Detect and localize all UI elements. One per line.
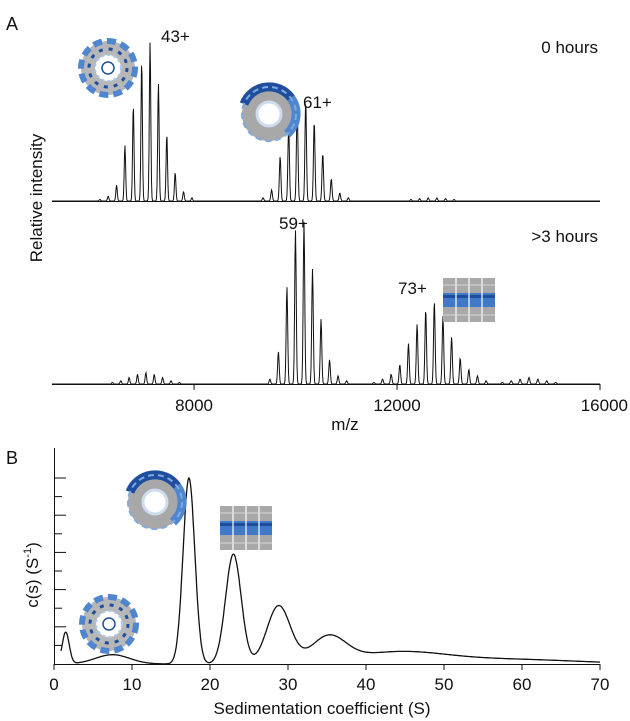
stacked-complex-icon	[220, 506, 272, 550]
panel-b-x-tick-label: 50	[435, 675, 454, 694]
panel-b-x-tick-label: 0	[49, 675, 58, 694]
panel-a-x-tick-label: 8000	[175, 396, 213, 415]
panel-a-x-tick-label: 16000	[581, 396, 628, 415]
panel-b-x-tick-label: 60	[513, 675, 532, 694]
panel-a-y-axis-label: Relative intensity	[27, 133, 46, 262]
panel-b-x-tick-label: 10	[123, 675, 142, 694]
panel-a-letter: A	[6, 14, 18, 34]
panel-b-y-axis-label: c(s) (S-1)	[22, 542, 42, 608]
sedimentation-trace	[60, 477, 600, 665]
panel-b-x-tick-label: 70	[591, 675, 610, 694]
panel-b-y-ticks	[54, 477, 66, 646]
panel-b-x-tick-label: 30	[279, 675, 298, 694]
panel-a-x-ticks: 8000 12000 16000	[175, 384, 628, 415]
peak-label-59: 59+	[279, 214, 308, 233]
panel-b-x-axis-label: Sedimentation coefficient (S)	[213, 699, 430, 718]
spectrum-0-hours	[52, 42, 600, 202]
condition-label-0-hours: 0 hours	[541, 38, 598, 57]
panel-b: B 0 10 20 30 40 50 60 70 c(s) (S-1) Sedimentati…	[6, 448, 609, 718]
panel-a-axes	[52, 201, 600, 385]
peak-label-73: 73+	[398, 279, 427, 298]
spectrum-0-hours-trace	[52, 42, 600, 202]
panel-b-letter: B	[6, 448, 18, 468]
panel-a-x-tick-label: 12000	[373, 396, 420, 415]
condition-label-3-hours: >3 hours	[531, 227, 598, 246]
panel-a-x-axis-label: m/z	[331, 415, 358, 434]
spectrum-3-hours-trace	[52, 222, 600, 384]
panel-a: A 0 hours >3 hours 43+ 61+ 59+ 73+ 8000 1…	[6, 14, 628, 434]
ring-complex-icon	[239, 82, 301, 142]
stacked-complex-icon	[443, 278, 495, 322]
panel-b-y-axis-label-superscript: -1	[22, 548, 34, 558]
peak-label-61: 61+	[303, 93, 332, 112]
panel-b-x-ticks: 0 10 20 30 40 50 60 70	[49, 664, 609, 694]
panel-b-x-tick-label: 20	[201, 675, 220, 694]
panel-b-x-tick-label: 40	[357, 675, 376, 694]
ring-complex-icon	[79, 594, 139, 654]
spectrum-3-hours	[52, 222, 600, 384]
ring-complex-icon	[78, 38, 138, 98]
peak-label-43: 43+	[161, 27, 190, 46]
ring-complex-icon	[125, 470, 187, 530]
